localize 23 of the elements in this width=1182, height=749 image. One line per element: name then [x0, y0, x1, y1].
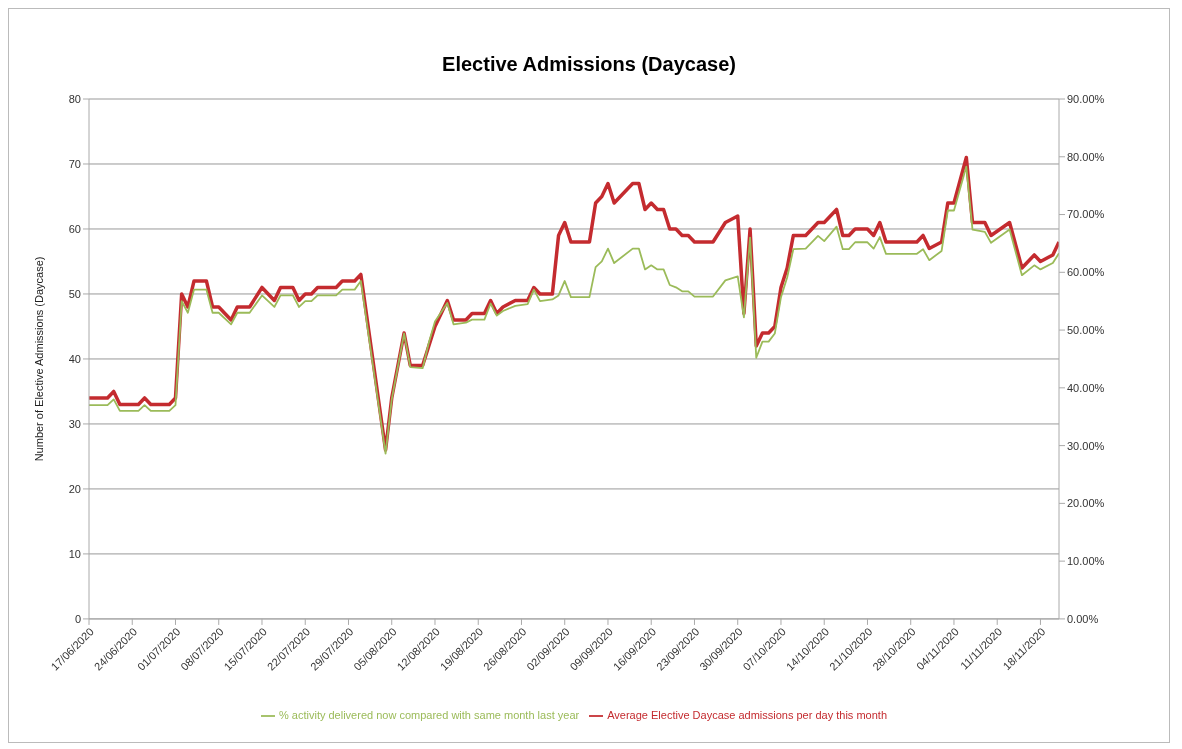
y-tick-label: 60 [68, 222, 81, 235]
y-tick-label: 50 [68, 287, 81, 300]
y-tick-label: 10 [68, 547, 81, 560]
y-tick-label: 30 [68, 417, 81, 430]
y2-tick-label: 20.00% [1067, 497, 1105, 510]
y2-tick-label: 60.00% [1067, 266, 1105, 279]
y2-tick-label: 90.00% [1067, 92, 1105, 105]
y2-tick-label: 70.00% [1067, 208, 1105, 221]
y2-tick-label: 30.00% [1067, 439, 1105, 452]
y2-tick-label: 0.00% [1067, 612, 1099, 625]
y-tick-label: 40 [68, 352, 81, 365]
y-axis-title: Number of Elective Admissions (Daycase) [32, 256, 45, 462]
y2-tick-label: 40.00% [1067, 381, 1105, 394]
y-tick-label: 80 [68, 92, 81, 105]
y-tick-label: 20 [68, 482, 81, 495]
legend-label: Average Elective Daycase admissions per day this month [607, 708, 887, 721]
y-tick-label: 70 [68, 157, 81, 170]
y2-tick-label: 10.00% [1067, 555, 1105, 568]
chart-title: Elective Admissions (Daycase) [441, 53, 737, 77]
legend-label: % activity delivered now compared with same month last year [278, 708, 580, 721]
y2-tick-label: 80.00% [1067, 150, 1105, 163]
y-tick-label: 0 [74, 612, 81, 625]
y2-tick-label: 50.00% [1067, 323, 1105, 336]
